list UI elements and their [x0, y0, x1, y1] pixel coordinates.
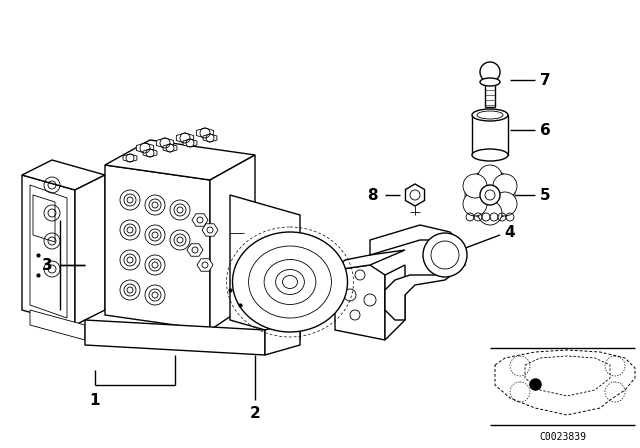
Polygon shape	[406, 184, 424, 206]
Polygon shape	[202, 224, 218, 236]
Text: C0023839: C0023839	[540, 432, 586, 442]
Polygon shape	[143, 149, 157, 157]
Polygon shape	[335, 265, 385, 340]
Polygon shape	[22, 175, 75, 325]
Polygon shape	[385, 265, 405, 340]
Polygon shape	[30, 310, 85, 340]
Text: 7: 7	[540, 73, 550, 87]
Circle shape	[120, 220, 140, 240]
Polygon shape	[183, 139, 197, 147]
Circle shape	[145, 225, 165, 245]
Polygon shape	[210, 155, 255, 330]
Circle shape	[145, 285, 165, 305]
Circle shape	[170, 200, 190, 220]
Text: 6: 6	[540, 122, 550, 138]
Ellipse shape	[480, 78, 500, 86]
Circle shape	[480, 185, 500, 205]
Polygon shape	[105, 165, 210, 330]
Polygon shape	[472, 115, 508, 155]
Circle shape	[480, 62, 500, 82]
Circle shape	[120, 190, 140, 210]
Circle shape	[478, 165, 502, 189]
Polygon shape	[370, 225, 465, 320]
Circle shape	[145, 195, 165, 215]
Polygon shape	[85, 320, 265, 355]
Text: 3: 3	[42, 258, 52, 272]
Polygon shape	[123, 154, 137, 162]
Circle shape	[423, 233, 467, 277]
Circle shape	[120, 250, 140, 270]
Polygon shape	[136, 143, 154, 153]
Text: 2: 2	[250, 405, 260, 421]
Polygon shape	[163, 144, 177, 152]
Polygon shape	[187, 244, 203, 256]
Polygon shape	[177, 133, 194, 143]
Circle shape	[120, 280, 140, 300]
Polygon shape	[75, 175, 105, 325]
Polygon shape	[203, 134, 217, 142]
Circle shape	[170, 230, 190, 250]
Circle shape	[465, 170, 515, 220]
Circle shape	[463, 192, 487, 216]
Circle shape	[493, 192, 517, 216]
Text: 5: 5	[540, 188, 550, 202]
Polygon shape	[265, 320, 300, 355]
Circle shape	[145, 255, 165, 275]
Ellipse shape	[472, 149, 508, 161]
Ellipse shape	[232, 232, 348, 332]
Text: 8: 8	[367, 188, 378, 202]
Polygon shape	[156, 138, 173, 148]
Text: 1: 1	[90, 392, 100, 408]
Polygon shape	[335, 250, 405, 270]
Text: 4: 4	[505, 224, 515, 240]
Polygon shape	[105, 140, 255, 180]
Circle shape	[478, 201, 502, 225]
Circle shape	[463, 174, 487, 198]
Polygon shape	[197, 259, 213, 271]
Circle shape	[493, 174, 517, 198]
Polygon shape	[22, 160, 105, 190]
Ellipse shape	[472, 109, 508, 121]
Polygon shape	[196, 128, 214, 138]
Polygon shape	[192, 214, 208, 226]
Polygon shape	[230, 195, 300, 340]
